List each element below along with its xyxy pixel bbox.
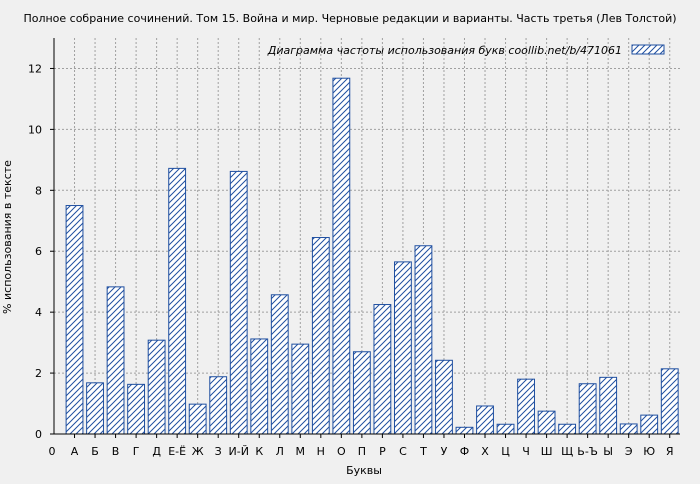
bar (106, 286, 125, 435)
y-tick-label: 6 (35, 245, 42, 258)
y-axis-label: % использования в тексте (1, 160, 14, 314)
bar (188, 403, 207, 435)
y-tick-label: 4 (35, 306, 42, 319)
x-tick-label: Ш (541, 445, 553, 458)
bar (394, 261, 412, 435)
y-tick-label: 0 (35, 428, 42, 441)
y-tick-label: 12 (28, 62, 42, 75)
x-tick-label: Ы (603, 445, 613, 458)
bar (435, 359, 453, 435)
x-tick-label: Х (481, 445, 489, 458)
x-tick-label: Д (152, 445, 161, 458)
x-tick-label: И-Й (229, 445, 249, 458)
x-axis-label: Буквы (346, 464, 382, 477)
bar (537, 410, 556, 435)
legend-label: Диаграмма частоты использования букв coo… (267, 44, 622, 57)
x-tick-label: Е-Ё (168, 445, 186, 458)
x-tick-label: Я (666, 445, 674, 458)
bar (599, 376, 618, 435)
x-tick-label: П (358, 445, 366, 458)
x-tick-label: Р (379, 445, 386, 458)
bar (476, 405, 494, 435)
x-tick-label: Ю (643, 445, 655, 458)
x-tick-label: Э (625, 445, 633, 458)
bar (578, 383, 597, 435)
x-tick-label: Л (276, 445, 284, 458)
x-tick-label: Н (317, 445, 325, 458)
bar (229, 170, 248, 435)
bar (455, 426, 474, 435)
bar (332, 77, 351, 435)
x-tick-label: З (215, 445, 222, 458)
bar (209, 376, 228, 435)
bar (414, 245, 433, 435)
bar (127, 383, 146, 435)
y-tick-label: 8 (35, 184, 42, 197)
x-tick-label: У (441, 445, 448, 458)
bar (270, 294, 289, 435)
bar (168, 167, 187, 435)
x-tick-label: М (296, 445, 306, 458)
x-origin-label: 0 (49, 445, 56, 458)
x-tick-label: Ц (501, 445, 510, 458)
bar (352, 351, 371, 435)
axes-layer: 0 2 4 6 8 10 12 0 А Б В Г Д Е-Ё Ж З И-Й К Л М Н О П Р С Т У Ф Х Ц Ч Ш Щ Ь… (28, 38, 680, 458)
bar (86, 382, 104, 435)
bars-layer (65, 77, 679, 435)
x-tick-label: А (71, 445, 79, 458)
bar (558, 423, 577, 435)
legend-swatch (631, 44, 665, 55)
bar (373, 304, 392, 435)
y-tick-label: 2 (35, 367, 42, 380)
x-tick-label: К (255, 445, 263, 458)
bar (147, 339, 166, 435)
y-tick-label: 10 (28, 123, 42, 136)
bar (250, 338, 269, 435)
x-tick-label: Т (419, 445, 427, 458)
chart-title: Полное собрание сочинений. Том 15. Война… (23, 12, 676, 25)
x-tick-label: Ж (192, 445, 204, 458)
x-tick-label: Ч (522, 445, 530, 458)
bar (496, 423, 515, 435)
x-tick-label: С (399, 445, 407, 458)
bar (291, 343, 310, 435)
x-tick-label: В (112, 445, 120, 458)
x-tick-label: О (337, 445, 346, 458)
bar (65, 205, 84, 435)
x-tick-label: Щ (561, 445, 573, 458)
x-tick-label: Ф (460, 445, 469, 458)
bar (660, 368, 679, 435)
x-tick-label: Б (91, 445, 99, 458)
x-tick-label: Г (133, 445, 140, 458)
legend: Диаграмма частоты использования букв coo… (267, 44, 665, 57)
x-tick-label: Ь-Ъ (577, 445, 598, 458)
bar (517, 378, 535, 435)
bar (619, 423, 638, 435)
bar (640, 414, 659, 435)
bar (311, 237, 330, 435)
